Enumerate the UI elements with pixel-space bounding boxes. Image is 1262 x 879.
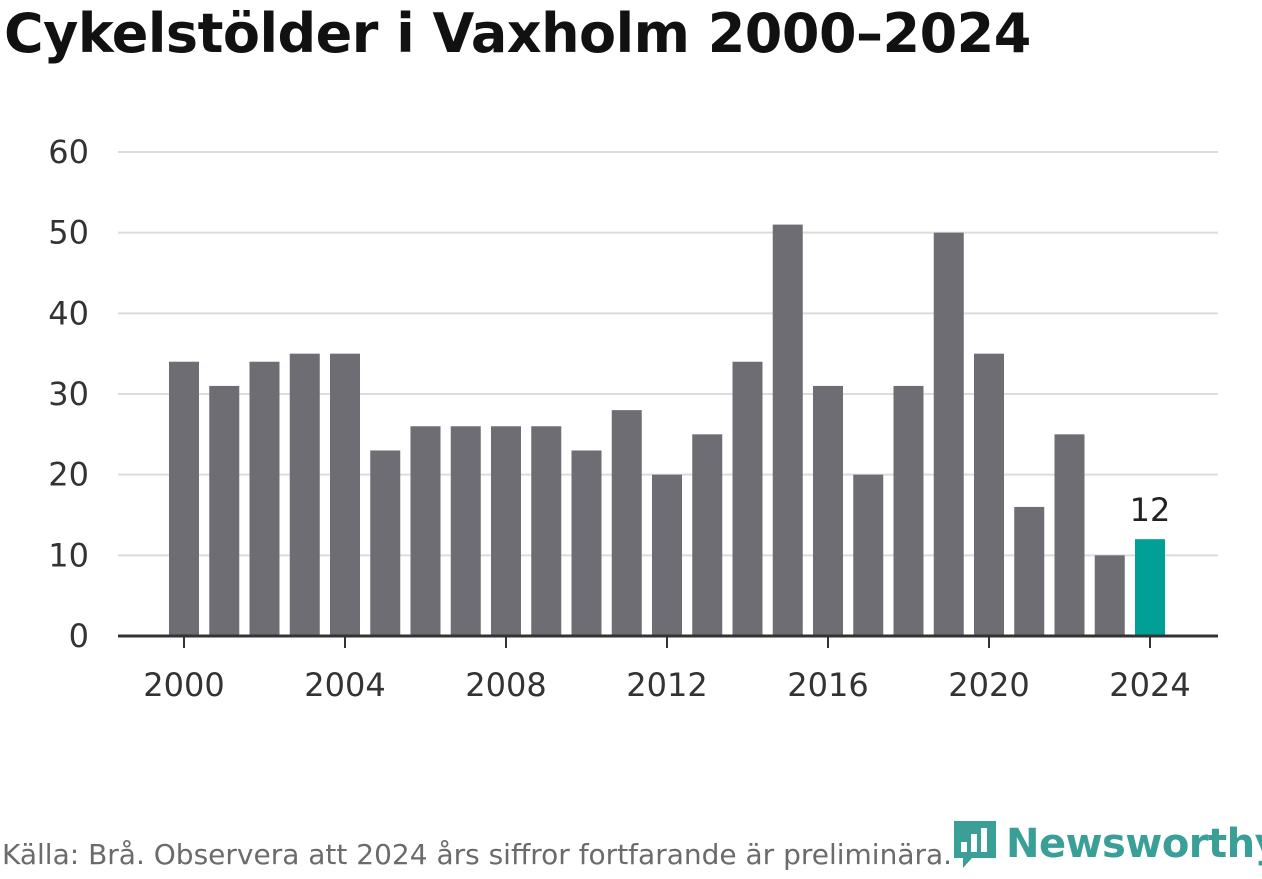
bar-2011 <box>611 410 642 636</box>
y-tick-label-60: 60 <box>48 133 89 171</box>
x-tick-label-2012: 2012 <box>626 666 707 704</box>
y-tick-label-20: 20 <box>48 456 89 494</box>
x-tick-label-2008: 2008 <box>465 666 546 704</box>
bar-2012 <box>652 474 682 636</box>
bar-2000 <box>169 361 199 636</box>
x-tick-label-2024: 2024 <box>1109 666 1190 704</box>
bar-2015 <box>772 224 803 636</box>
bar-2021 <box>1014 506 1045 636</box>
bar-2016 <box>813 385 843 636</box>
brand-logo: Newsworthy <box>950 818 1262 870</box>
bar-2013 <box>692 434 723 636</box>
chart-title: Cykelstölder i Vaxholm 2000–2024 <box>4 2 1031 65</box>
bar-2003 <box>289 353 320 636</box>
y-tick-label-10: 10 <box>48 536 89 574</box>
bar-2007 <box>450 426 481 636</box>
bar-2023 <box>1094 555 1125 636</box>
x-tick-label-2020: 2020 <box>948 666 1029 704</box>
newsworthy-logo-icon <box>954 821 996 868</box>
y-tick-label-40: 40 <box>48 294 89 332</box>
data-label-2024: 12 <box>1130 491 1171 529</box>
x-tick-label-2004: 2004 <box>304 666 385 704</box>
bar-2020 <box>974 353 1004 636</box>
source-note: Källa: Brå. Observera att 2024 års siffr… <box>2 838 953 871</box>
bar-2008 <box>491 426 521 636</box>
bar-2019 <box>933 232 964 636</box>
bar-2005 <box>370 450 401 636</box>
bar-2018 <box>893 385 924 636</box>
x-tick-label-2000: 2000 <box>143 666 224 704</box>
bar-2006 <box>410 426 441 636</box>
data-labels: 12 <box>1130 491 1171 529</box>
bar-2004 <box>330 353 360 636</box>
bar-2022 <box>1054 434 1085 636</box>
bar-2002 <box>249 361 280 636</box>
bar-2014 <box>732 361 763 636</box>
y-tick-label-50: 50 <box>48 214 89 252</box>
bar-2017 <box>853 474 884 636</box>
x-axis-ticks: 2000 2004 2008 2012 2016 2020 2024 <box>143 636 1191 704</box>
y-tick-label-0: 0 <box>69 617 89 655</box>
bar-2024 <box>1135 539 1165 636</box>
y-axis-ticks: 0 10 20 30 40 50 60 <box>48 133 89 655</box>
y-tick-label-30: 30 <box>48 375 89 413</box>
x-tick-label-2016: 2016 <box>787 666 868 704</box>
brand-name: Newsworthy <box>1006 821 1262 867</box>
bar-2009 <box>531 426 562 636</box>
bars <box>169 224 1165 636</box>
bar-2010 <box>571 450 602 636</box>
bar-2001 <box>209 385 240 636</box>
